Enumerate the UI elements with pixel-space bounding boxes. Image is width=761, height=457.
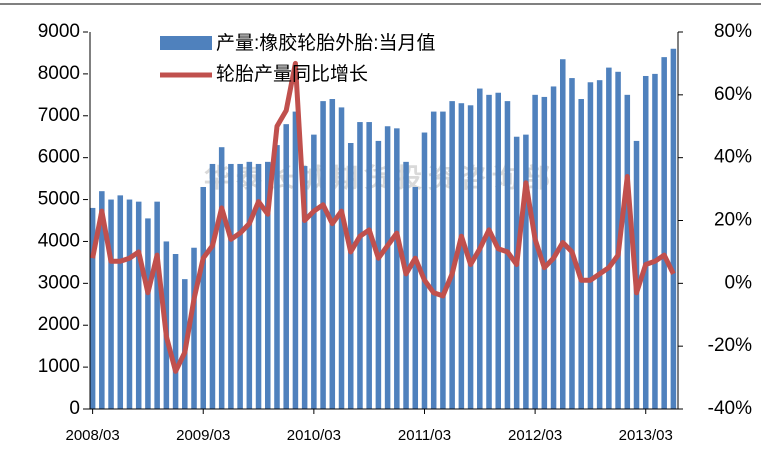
bar bbox=[661, 57, 667, 410]
y-tick-label: 7000 bbox=[38, 105, 80, 126]
bar bbox=[606, 67, 612, 409]
bar bbox=[394, 128, 400, 409]
y-tick-label: 6000 bbox=[38, 147, 80, 168]
bar bbox=[541, 96, 548, 409]
bar bbox=[154, 201, 160, 409]
bar bbox=[172, 254, 179, 409]
bar bbox=[384, 126, 391, 409]
bar bbox=[246, 161, 253, 409]
bar bbox=[486, 94, 492, 409]
y-tick-label: 8000 bbox=[38, 63, 80, 84]
bar bbox=[532, 94, 538, 409]
bar bbox=[430, 111, 437, 409]
y-tick-label: 1000 bbox=[38, 356, 80, 377]
legend-label: 产量:橡胶轮胎外胎:当月值 bbox=[216, 32, 436, 54]
bar bbox=[375, 140, 382, 409]
bar bbox=[145, 218, 151, 409]
bar bbox=[292, 111, 299, 409]
bar bbox=[283, 124, 289, 410]
bar bbox=[135, 201, 142, 409]
y2-tick-label: 40% bbox=[714, 147, 752, 168]
bar bbox=[228, 163, 234, 409]
bar bbox=[255, 163, 262, 409]
bar bbox=[458, 103, 465, 409]
bar bbox=[99, 191, 105, 409]
y-tick-label: 9000 bbox=[38, 21, 80, 42]
bar bbox=[642, 75, 649, 409]
y2-tick-label: -40% bbox=[708, 398, 752, 419]
y-tick-label: 5000 bbox=[38, 189, 80, 210]
x-tick-label: 2009/03 bbox=[176, 427, 230, 444]
bar bbox=[440, 111, 446, 409]
bar bbox=[200, 186, 206, 409]
bar bbox=[311, 134, 317, 409]
x-tick-label: 2008/03 bbox=[65, 427, 119, 444]
y-tick-label: 3000 bbox=[38, 272, 80, 293]
legend-label: 轮胎产量同比增长 bbox=[216, 63, 368, 85]
bar bbox=[596, 80, 603, 409]
bar bbox=[421, 132, 428, 410]
bar bbox=[403, 161, 409, 409]
y2-tick-label: -20% bbox=[708, 335, 752, 356]
bar bbox=[237, 163, 243, 409]
bar bbox=[569, 78, 575, 410]
line bbox=[90, 60, 676, 374]
y-tick-label: 0 bbox=[69, 398, 80, 419]
y2-tick-label: 80% bbox=[714, 21, 752, 42]
bar bbox=[117, 195, 124, 409]
y-tick-label: 2000 bbox=[38, 314, 80, 335]
bar bbox=[412, 186, 419, 409]
bar bbox=[357, 122, 363, 410]
y2-tick-label: 60% bbox=[714, 84, 752, 105]
x-tick-label: 2013/03 bbox=[619, 427, 673, 444]
bar bbox=[126, 199, 133, 409]
bar bbox=[191, 247, 197, 409]
bar bbox=[624, 94, 631, 409]
bar bbox=[320, 101, 326, 409]
bar bbox=[513, 136, 520, 409]
y-tick-label: 4000 bbox=[38, 230, 80, 251]
bar bbox=[578, 99, 584, 410]
bar bbox=[209, 163, 216, 409]
bar bbox=[265, 161, 271, 409]
bar bbox=[301, 166, 308, 409]
x-tick-label: 2010/03 bbox=[287, 427, 341, 444]
bar bbox=[347, 143, 354, 409]
bar bbox=[338, 107, 345, 410]
bar bbox=[652, 73, 658, 409]
bar bbox=[89, 207, 96, 409]
bar bbox=[218, 147, 225, 409]
bar bbox=[670, 48, 677, 409]
bar bbox=[550, 86, 557, 409]
bar bbox=[560, 59, 566, 409]
x-tick-label: 2011/03 bbox=[398, 427, 451, 444]
y2-tick-label: 0% bbox=[725, 272, 753, 293]
bar bbox=[274, 145, 280, 409]
bar bbox=[329, 99, 336, 410]
legend-swatch bbox=[160, 36, 212, 50]
bar bbox=[366, 122, 372, 410]
y2-tick-label: 20% bbox=[714, 210, 752, 231]
bar bbox=[523, 134, 529, 409]
bar bbox=[108, 199, 114, 409]
x-tick-label: 2012/03 bbox=[508, 427, 562, 444]
bar bbox=[449, 101, 455, 409]
bar bbox=[587, 82, 594, 410]
